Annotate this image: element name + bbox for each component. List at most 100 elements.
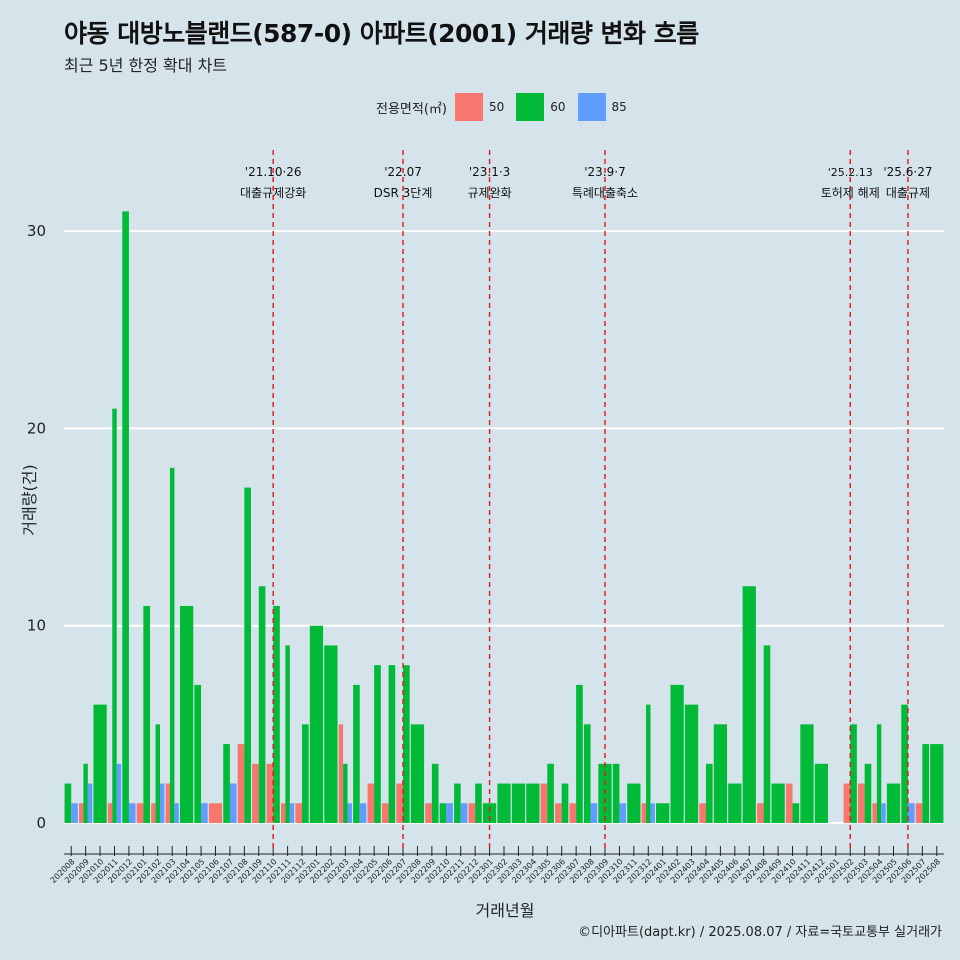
bar-202305-60 — [547, 763, 554, 823]
bar-202211-85 — [460, 803, 468, 823]
source-caption: ©디아파트(dapt.kr) / 2025.08.07 / 자료=국토교통부 실… — [578, 925, 942, 940]
bar-202204-60 — [353, 684, 360, 823]
event-date-4: '25.2.13 — [828, 166, 873, 179]
bar-202312-85 — [650, 803, 655, 823]
bar-202403-60 — [684, 704, 699, 823]
bar-202112-60 — [302, 724, 309, 823]
bar-202203-85 — [347, 803, 352, 823]
legend-label-60: 60 — [550, 100, 566, 114]
chart-title: 야동 대방노블랜드(587-0) 아파트(2001) 거래량 변화 흐름 — [64, 19, 699, 48]
bar-202408-60 — [763, 645, 771, 823]
event-date-5: '25.6·27 — [883, 165, 932, 179]
bar-202208-60 — [410, 724, 425, 823]
bar-202408-50 — [757, 803, 764, 823]
bar-202312-50 — [641, 803, 647, 823]
legend-title: 전용면적(㎡) — [376, 101, 447, 117]
bar-202209-60 — [431, 763, 439, 823]
bar-202508-60 — [930, 744, 944, 823]
event-text-4: 토허제 해제 — [821, 186, 880, 200]
bar-202411-60 — [800, 724, 814, 823]
bar-202102-85 — [159, 783, 165, 823]
y-tick-label-0: 0 — [36, 814, 46, 832]
bar-202207-50 — [396, 783, 404, 823]
bar-202307-60 — [576, 684, 583, 823]
bar-202401-60 — [656, 803, 670, 823]
bar-202301-60 — [482, 803, 497, 823]
legend-item-50: 50 — [454, 93, 508, 121]
bar-202209-50 — [425, 803, 432, 823]
bar-202203-50 — [338, 724, 344, 823]
bar-202503-50 — [858, 783, 865, 823]
bar-202012-85 — [128, 803, 136, 823]
bar-202308-85 — [590, 803, 598, 823]
bar-202502-50 — [843, 783, 851, 823]
bar-202210-60 — [439, 803, 447, 823]
bar-202010-60 — [93, 704, 107, 823]
event-date-3: '23.9·7 — [584, 165, 625, 179]
bar-202202-60 — [324, 645, 338, 823]
bar-202310-85 — [619, 803, 627, 823]
bar-202102-50 — [151, 803, 156, 823]
bar-202011-50 — [107, 803, 113, 823]
bar-202410-50 — [785, 783, 793, 823]
bar-202101-50 — [136, 803, 144, 823]
event-text-2: 규제완화 — [467, 186, 511, 200]
event-text-3: 특례대출축소 — [572, 186, 638, 200]
bar-202111-85 — [289, 803, 295, 823]
bar-202311-60 — [627, 783, 641, 823]
bar-202303-60 — [511, 783, 526, 823]
bar-202410-60 — [792, 803, 800, 823]
bar-202102-60 — [155, 724, 160, 823]
bar-202404-60 — [705, 763, 713, 823]
bar-202402-60 — [670, 684, 684, 823]
bar-202203-60 — [343, 763, 348, 823]
bar-202204-85 — [359, 803, 367, 823]
y-tick-label-30: 30 — [27, 222, 46, 240]
bar-202304-60 — [526, 783, 540, 823]
bar-202210-85 — [446, 803, 453, 823]
event-date-2: '23.1·3 — [469, 165, 510, 179]
bar-202110-50 — [266, 763, 274, 823]
bar-202506-60 — [901, 704, 908, 823]
event-date-0: '21.10·26 — [245, 165, 302, 179]
bar-202312-60 — [646, 704, 651, 823]
event-text-0: 대출규제강화 — [240, 186, 306, 200]
bar-202107-85 — [229, 783, 237, 823]
bar-202506-85 — [907, 803, 915, 823]
bar-202205-60 — [374, 665, 381, 823]
bar-202504-85 — [881, 803, 886, 823]
bar-202305-50 — [540, 783, 548, 823]
bar-202212-60 — [475, 783, 482, 823]
bar-202009-60 — [83, 763, 88, 823]
bar-202106-50 — [208, 803, 223, 823]
bar-202405-60 — [713, 724, 728, 823]
bar-202008-85 — [71, 803, 78, 823]
event-text-5: 대출규제 — [886, 186, 930, 200]
bar-202012-60 — [122, 211, 129, 823]
bar-202111-60 — [285, 645, 290, 823]
bar-202105-60 — [194, 684, 202, 823]
legend-swatch-85 — [577, 93, 606, 121]
legend-label-85: 85 — [611, 100, 627, 114]
bar-202103-85 — [174, 803, 179, 823]
bar-202011-85 — [116, 763, 122, 823]
bar-202306-50 — [555, 803, 562, 823]
bar-202110-60 — [273, 605, 280, 823]
bar-202205-50 — [367, 783, 375, 823]
bar-202101-60 — [143, 605, 150, 823]
legend-item-60: 60 — [516, 93, 569, 121]
bar-202107-60 — [223, 744, 230, 823]
bar-202109-50 — [252, 763, 259, 823]
bar-202008-60 — [64, 783, 72, 823]
bar-202407-60 — [742, 586, 756, 823]
legend-label-50: 50 — [488, 100, 505, 114]
legend-swatch-50 — [454, 93, 483, 121]
bar-202503-60 — [864, 763, 872, 823]
x-axis-label: 거래년월 — [475, 901, 535, 920]
bar-202412-60 — [814, 763, 829, 823]
bar-202505-60 — [886, 783, 901, 823]
bar-202308-60 — [583, 724, 591, 823]
bar-202009-50 — [79, 803, 84, 823]
y-tick-label-10: 10 — [27, 617, 46, 635]
